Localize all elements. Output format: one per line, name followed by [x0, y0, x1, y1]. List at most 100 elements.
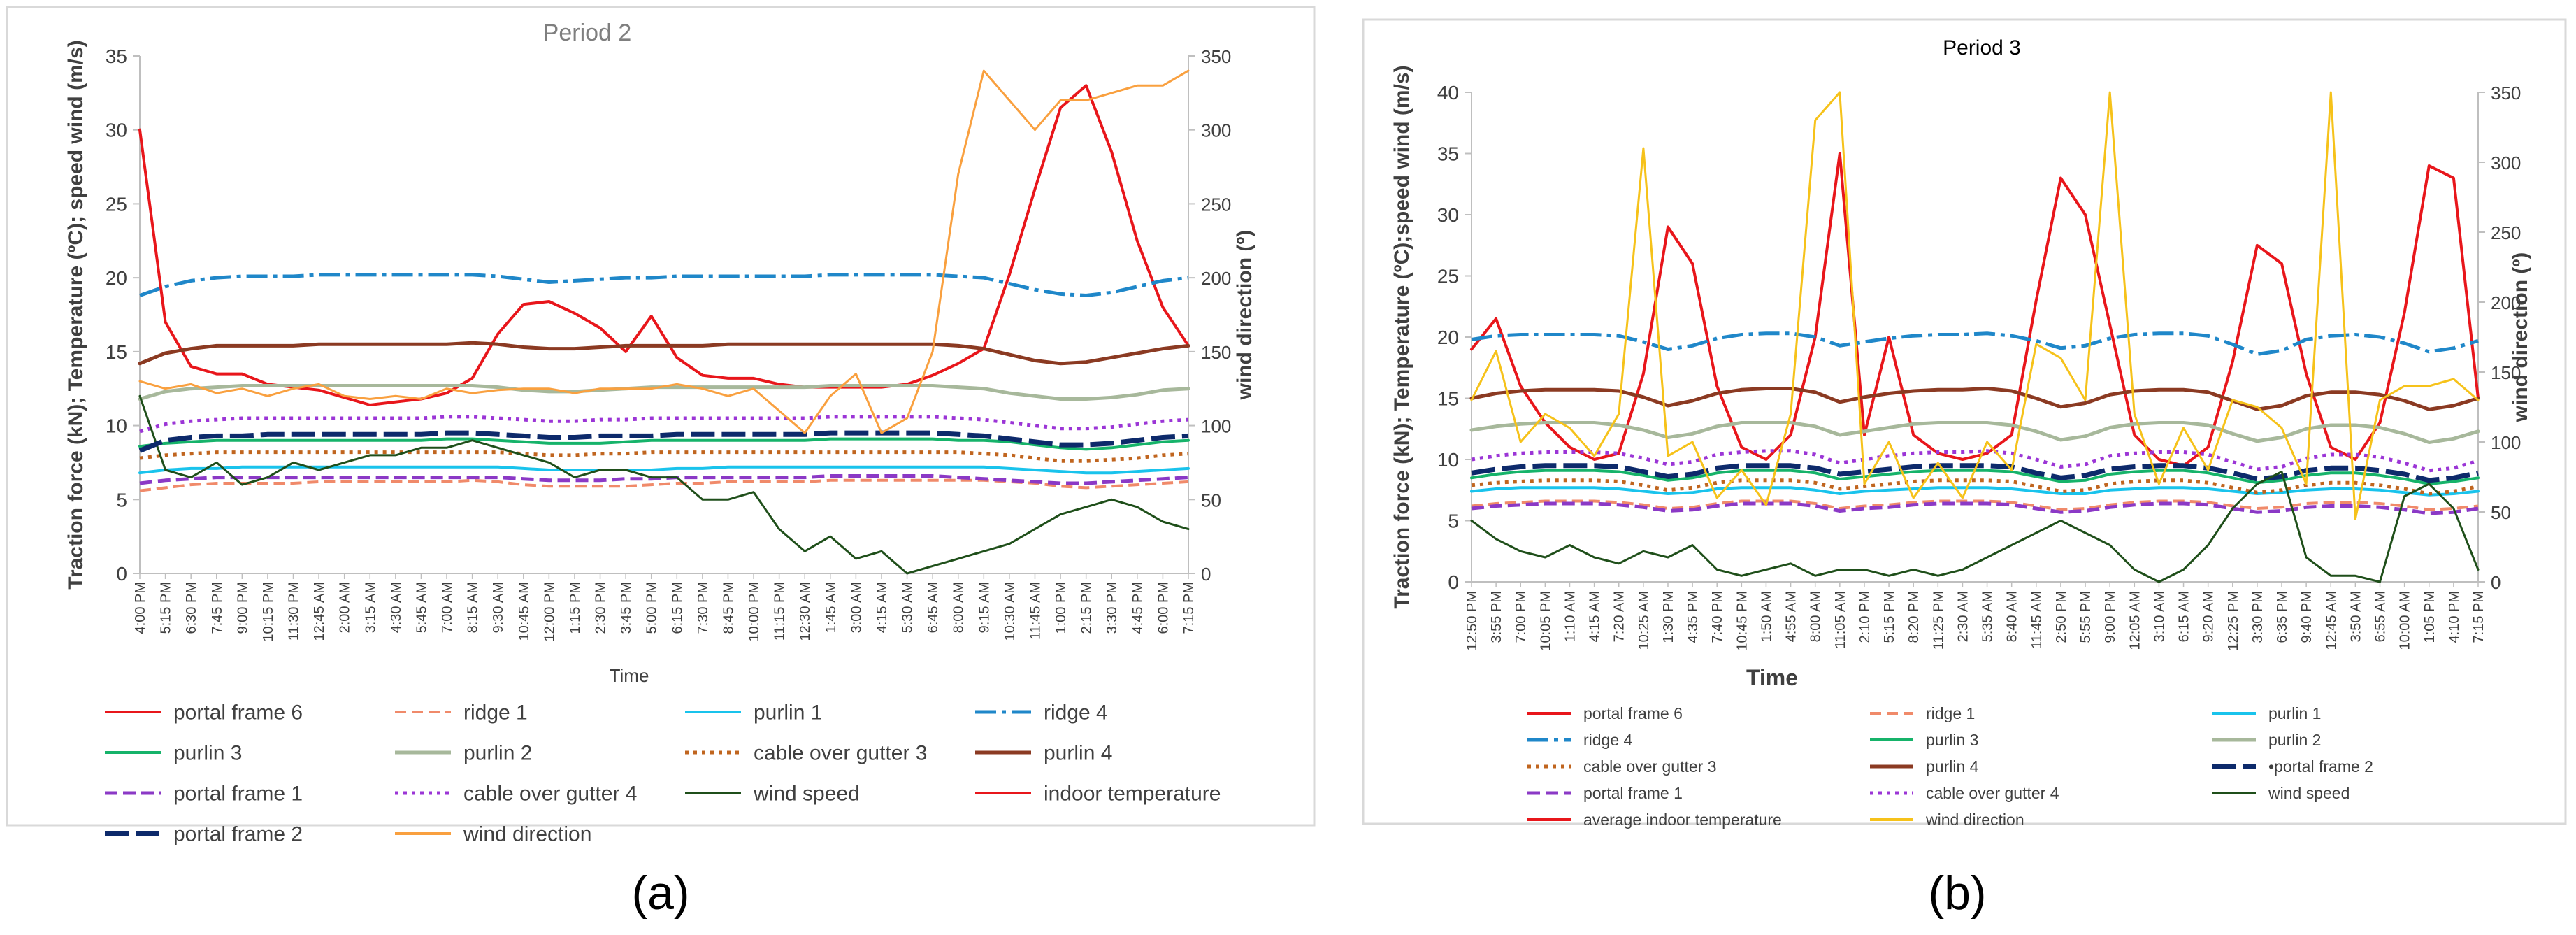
series-line-purlin-4 — [1469, 387, 2480, 411]
x-tick-label: 9:15 AM — [977, 582, 992, 633]
legend-label: portal frame 6 — [173, 701, 303, 725]
x-tick-label: 3:30 PM — [1104, 582, 1120, 634]
x-tick-label: 10:45 AM — [517, 582, 532, 641]
legend-label: ridge 4 — [1583, 731, 1633, 749]
x-tick-label: 12:45 AM — [312, 582, 327, 641]
chart-b: Period 3 0 5 10 15 20 25 30 35 40 0 50 100 150 200 250 3… — [1390, 36, 2532, 829]
legend-label: ridge 1 — [1926, 704, 1975, 722]
legend-label: ridge 4 — [1044, 701, 1108, 725]
x-tick-label: 1:30 PM — [1661, 591, 1676, 643]
y2-tick-label: 0 — [1201, 564, 1211, 585]
legend-label: cable over gutter 4 — [1926, 784, 2059, 802]
x-tick-label: 2:30 AM — [1955, 591, 1971, 642]
series-line-cable-over-gutter-3 — [139, 450, 1189, 463]
y-tick-label: 40 — [1437, 82, 1459, 104]
x-tick-label: 5:15 PM — [159, 582, 174, 634]
y2-tick-label: 0 — [2491, 572, 2501, 593]
legend-label: purlin 4 — [1926, 757, 1979, 776]
legend-label: wind speed — [753, 783, 860, 806]
x-tick-label: 7:45 PM — [210, 582, 225, 634]
y-tick-label: 35 — [1437, 143, 1459, 165]
x-tick-label: 5:55 PM — [2078, 591, 2094, 643]
legend-label: portal frame 6 — [1583, 704, 1683, 722]
legend-label: portal frame 2 — [173, 823, 303, 846]
series-line-ridge-1 — [1471, 499, 2479, 511]
series-line-portal-frame-1 — [1471, 501, 2479, 515]
x-tick-label: 9:20 AM — [2201, 591, 2217, 642]
x-tick-label: 5:35 AM — [1980, 591, 1996, 642]
x-tick-label: 1:00 PM — [1053, 582, 1069, 634]
y-tick-label: 10 — [1437, 449, 1459, 471]
y-tick-label: 35 — [106, 45, 127, 67]
chart-title: Period 3 — [1943, 36, 2021, 59]
x-tick-label: 3:00 AM — [849, 582, 864, 633]
series-line-ridge-4 — [139, 273, 1189, 297]
x-tick-label: 6:15 AM — [2177, 591, 2192, 642]
x-tick-label: 4:45 PM — [1130, 582, 1146, 634]
legend-label: purlin 3 — [173, 742, 242, 765]
y2-tick-label: 150 — [1201, 342, 1231, 363]
series-line-portal-frame-2 — [138, 430, 1189, 453]
x-tick-label: 7:30 PM — [696, 582, 711, 634]
y2-tick-label: 300 — [1201, 120, 1231, 141]
x-tick-label: 10:00 PM — [747, 582, 762, 642]
x-tick-label: 1:15 PM — [568, 582, 583, 634]
x-tick-label: 11:30 PM — [287, 582, 302, 641]
x-tick-label: 6:45 AM — [926, 582, 941, 633]
y2-axis-label: wind direction (º) — [2509, 252, 2532, 423]
x-tick-label: 1:45 AM — [823, 582, 839, 633]
y-tick-label: 30 — [1437, 204, 1459, 226]
x-tick-label: 6:30 PM — [184, 582, 199, 634]
legend-label: portal frame 1 — [173, 783, 303, 806]
x-tick-label: 1:10 AM — [1562, 591, 1578, 642]
x-tick-label: 3:10 AM — [2152, 591, 2167, 642]
chart-title: Period 2 — [543, 20, 632, 46]
x-tick-label: 2:50 PM — [2054, 591, 2069, 643]
y-tick-label: 15 — [106, 341, 127, 363]
y2-tick-label: 50 — [2491, 502, 2511, 523]
y-tick-label: 25 — [1437, 266, 1459, 287]
x-tick-label: 10:05 PM — [1538, 591, 1553, 651]
x-tick-label: 8:15 AM — [466, 582, 481, 633]
legend-label: purlin 1 — [754, 701, 822, 725]
series-line-purlin-1 — [1470, 486, 2480, 497]
y-tick-label: 0 — [116, 563, 127, 585]
y-tick-label: 10 — [106, 415, 127, 437]
x-tick-label: 7:15 PM — [2471, 591, 2487, 643]
series-line-wind-direction — [138, 69, 1190, 434]
x-axis-label: Time — [610, 665, 649, 686]
x-tick-label: 10:25 AM — [1636, 591, 1652, 650]
x-tick-label: 7:00 AM — [440, 582, 455, 633]
x-tick-label: 5:45 AM — [414, 582, 429, 633]
y2-tick-label: 350 — [1201, 46, 1231, 67]
x-tick-label: 7:40 PM — [1710, 591, 1725, 643]
x-tick-label: 9:30 AM — [491, 582, 506, 633]
x-tick-label: 6:55 AM — [2373, 591, 2389, 642]
legend-label: wind direction — [463, 823, 591, 846]
x-tick-label: 12:30 AM — [798, 582, 813, 641]
caption-b: (b) — [1928, 866, 1986, 920]
x-tick-label: 5:30 AM — [900, 582, 916, 633]
x-tick-label: 1:50 AM — [1759, 591, 1774, 642]
x-tick-label: 11:15 PM — [772, 582, 788, 641]
y2-tick-label: 100 — [2491, 432, 2521, 453]
x-tick-label: 3:50 AM — [2348, 591, 2363, 642]
y2-tick-label: 200 — [1201, 268, 1231, 289]
x-tick-label: 11:25 PM — [1931, 591, 1946, 650]
x-tick-label: 6:00 PM — [1156, 582, 1171, 634]
x-tick-label: 4:15 AM — [1588, 591, 1603, 642]
x-tick-label: 2:00 AM — [338, 582, 353, 633]
x-tick-label: 10:45 PM — [1734, 591, 1750, 651]
legend-label: cable over gutter 3 — [754, 742, 927, 765]
y2-tick-label: 250 — [1201, 194, 1231, 215]
y-tick-label: 15 — [1437, 388, 1459, 410]
series-line-portal-frame-2 — [1471, 463, 2479, 483]
series-line-wind-speed — [138, 394, 1190, 575]
x-tick-label: 4:00 PM — [133, 582, 148, 634]
x-tick-label: 12:00 PM — [542, 582, 557, 642]
series-line-ridge-4 — [1471, 331, 2479, 356]
legend-label: portal frame 1 — [1583, 784, 1683, 802]
y-tick-label: 30 — [106, 120, 127, 141]
